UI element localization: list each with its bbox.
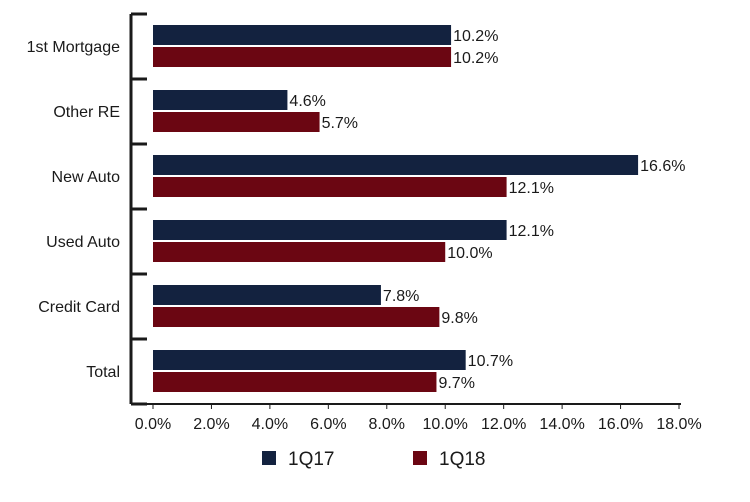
- bar-1q18: [153, 307, 440, 327]
- bar-1q17: [153, 155, 639, 175]
- bar-1q17: [153, 90, 288, 110]
- category-label: Total: [86, 364, 120, 381]
- data-label: 10.2%: [453, 28, 498, 45]
- data-label: 4.6%: [289, 93, 325, 110]
- legend-swatch: [262, 451, 276, 465]
- x-tick-label: 12.0%: [481, 416, 526, 433]
- category-label: Credit Card: [38, 299, 120, 316]
- category-label: New Auto: [52, 169, 121, 186]
- data-label: 5.7%: [322, 115, 358, 132]
- data-label: 9.7%: [438, 375, 474, 392]
- x-tick-label: 4.0%: [252, 416, 288, 433]
- bar-1q17: [153, 350, 466, 370]
- bar-1q18: [153, 47, 452, 67]
- bar-1q17: [153, 285, 381, 305]
- data-label: 9.8%: [441, 310, 477, 327]
- x-tick-label: 0.0%: [135, 416, 171, 433]
- bars: [153, 25, 639, 392]
- legend: 1Q17 1Q18: [262, 449, 485, 470]
- data-label: 10.0%: [447, 245, 492, 262]
- legend-swatch: [413, 451, 427, 465]
- x-tick-label: 8.0%: [369, 416, 405, 433]
- category-label: Other RE: [53, 104, 120, 121]
- bar-1q18: [153, 242, 446, 262]
- x-tick-label: 10.0%: [423, 416, 468, 433]
- data-label: 16.6%: [640, 158, 685, 175]
- x-tick-label: 2.0%: [193, 416, 229, 433]
- data-labels: 10.2% 10.2% 4.6% 5.7% 16.6% 12.1% 12.1% 10.0% 7.…: [289, 28, 685, 392]
- x-tick-label: 6.0%: [310, 416, 346, 433]
- legend-label: 1Q17: [288, 449, 334, 470]
- data-label: 12.1%: [509, 180, 554, 197]
- bar-1q17: [153, 220, 507, 240]
- axes: 1st Mortgage Other RE New Auto Used Auto Cre…: [27, 12, 702, 433]
- data-label: 10.2%: [453, 50, 498, 67]
- data-label: 10.7%: [468, 353, 513, 370]
- bar-1q18: [153, 372, 437, 392]
- bar-1q17: [153, 25, 452, 45]
- bar-1q18: [153, 112, 320, 132]
- x-tick-label: 14.0%: [539, 416, 584, 433]
- legend-label: 1Q18: [439, 449, 485, 470]
- bar-1q18: [153, 177, 507, 197]
- x-tick-label: 16.0%: [598, 416, 643, 433]
- data-label: 7.8%: [383, 288, 419, 305]
- data-label: 12.1%: [509, 223, 554, 240]
- category-label: Used Auto: [46, 234, 120, 251]
- category-label: 1st Mortgage: [27, 39, 120, 56]
- x-tick-label: 18.0%: [656, 416, 701, 433]
